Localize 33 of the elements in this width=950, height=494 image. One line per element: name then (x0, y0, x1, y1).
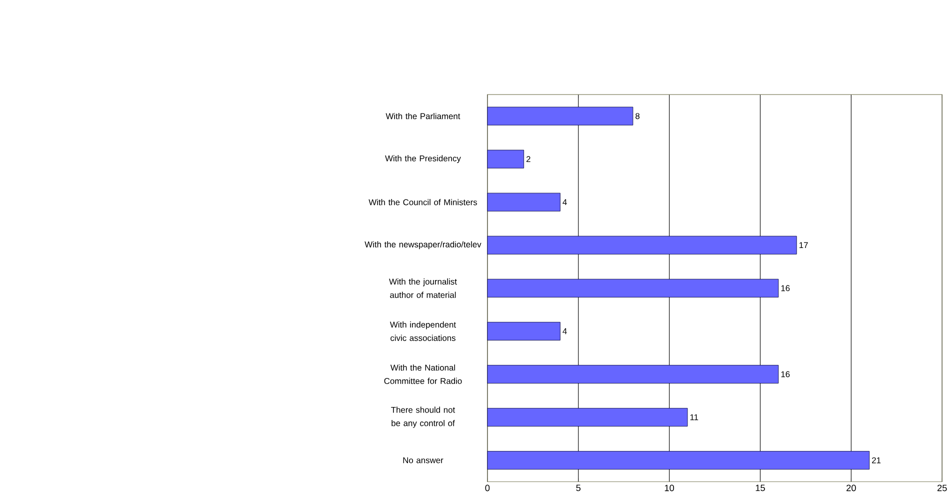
data-label: 16 (781, 371, 790, 378)
bar (487, 278, 779, 298)
data-label: 16 (781, 285, 790, 292)
y-tick-label: With the National Committee for Radio (384, 364, 462, 384)
x-tick-label: 0 (485, 484, 490, 492)
y-tick-label: With independent civic associations (390, 321, 456, 341)
x-tick-label: 5 (576, 484, 581, 492)
bar (487, 106, 634, 126)
x-tick-label: 25 (937, 484, 947, 492)
y-tick-label: With the Presidency (385, 155, 461, 164)
bar (487, 192, 560, 212)
data-label: 8 (636, 113, 640, 120)
y-tick-label: With the newspaper/radio/telev (364, 241, 482, 250)
bar (487, 364, 779, 384)
bar (487, 408, 688, 426)
data-label: 2 (526, 156, 530, 162)
bar (487, 451, 870, 470)
data-label: 11 (690, 414, 698, 420)
x-tick-label: 20 (846, 484, 856, 492)
x-tick-label: 10 (664, 484, 674, 492)
y-tick-label: There should not be any control of (391, 406, 456, 428)
x-tick-label: 15 (756, 484, 765, 492)
y-tick-label: No answer (403, 457, 444, 464)
data-label: 17 (800, 242, 808, 248)
bar (487, 150, 524, 168)
data-label: 4 (562, 199, 567, 206)
y-tick-label: With the Parliament (386, 112, 460, 120)
y-tick-label: With the Council of Ministers (368, 199, 478, 206)
data-label: 21 (872, 457, 881, 464)
data-label: 4 (562, 328, 567, 334)
bar (487, 322, 560, 340)
y-tick-label: With the journalist author of material (389, 278, 457, 298)
bar (487, 236, 797, 254)
